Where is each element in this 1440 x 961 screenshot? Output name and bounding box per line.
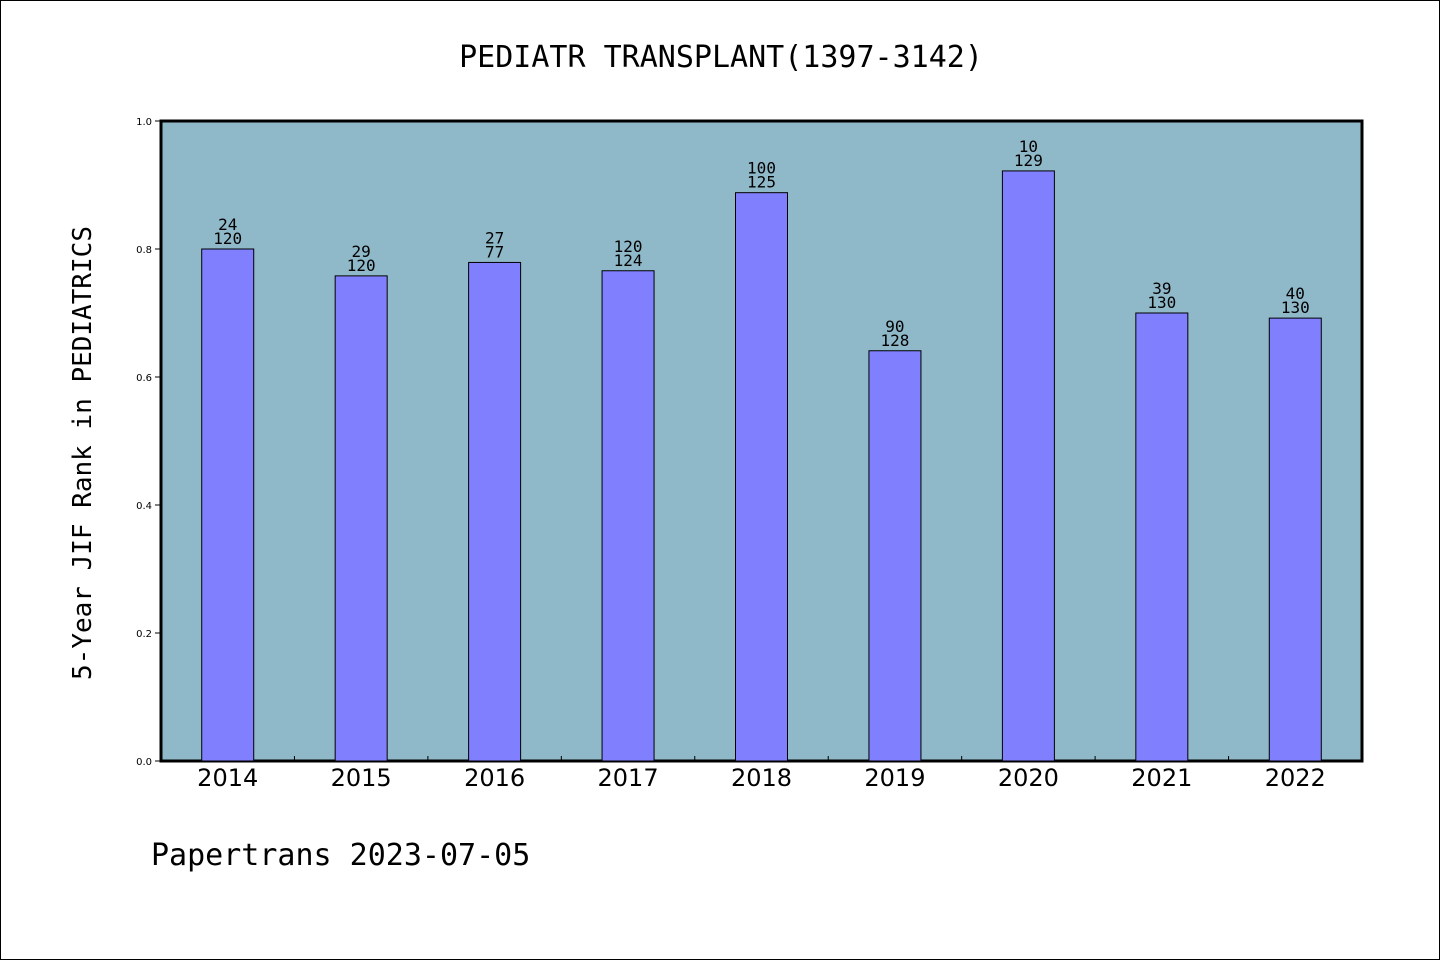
y-tick-label: 0.8 <box>136 245 152 256</box>
bar-2016 <box>468 261 522 762</box>
bar-rank-label-2020: 10 <box>1019 137 1038 156</box>
bar-rank-label-2018: 100 <box>747 159 776 178</box>
bar-total-label-2020: 129 <box>1014 151 1043 170</box>
x-tick-label-2015: 2015 <box>331 764 392 792</box>
x-tick-label-2020: 2020 <box>998 764 1059 792</box>
y-tick-label: 1.0 <box>136 117 152 128</box>
bar-total-label-2017: 124 <box>614 251 643 270</box>
bar-2019 <box>868 350 922 762</box>
y-tick-label: 0.4 <box>136 501 152 512</box>
chart-title: PEDIATR TRANSPLANT(1397-3142) <box>459 40 983 75</box>
bar-total-label-2022: 130 <box>1281 298 1310 317</box>
bar-2017 <box>601 270 655 762</box>
bar-rank-label-2019: 90 <box>885 317 904 336</box>
y-axis-label: 5-Year JIF Rank in PEDIATRICS <box>68 226 98 680</box>
bar-total-label-2018: 125 <box>747 173 776 192</box>
x-tick-label-2018: 2018 <box>731 764 792 792</box>
bar-2021 <box>1135 312 1189 762</box>
y-tick-label: 0.0 <box>136 757 152 768</box>
bar-total-label-2016: 77 <box>485 242 504 261</box>
bar-rank-label-2015: 29 <box>352 242 371 261</box>
x-tick-label-2022: 2022 <box>1265 764 1326 792</box>
x-tick-label-2019: 2019 <box>864 764 925 792</box>
x-tick-label-2014: 2014 <box>197 764 258 792</box>
bar-rank-label-2017: 120 <box>614 237 643 256</box>
bar-2018 <box>735 192 788 762</box>
x-tick-label-2021: 2021 <box>1131 764 1192 792</box>
bar-total-label-2015: 120 <box>347 256 376 275</box>
bar-total-label-2019: 128 <box>880 331 909 350</box>
bar-rank-label-2014: 24 <box>218 215 237 234</box>
bar-rank-label-2016: 27 <box>485 228 504 247</box>
x-tick-label-2017: 2017 <box>598 764 659 792</box>
footer-credit: Papertrans 2023-07-05 <box>151 838 530 873</box>
bar-2022 <box>1268 317 1322 762</box>
bar-rank-label-2022: 40 <box>1286 284 1305 303</box>
bar-2015 <box>334 275 388 762</box>
bar-total-label-2014: 120 <box>213 229 242 248</box>
bar-2014 <box>201 248 255 762</box>
bar-total-label-2021: 130 <box>1147 293 1176 312</box>
y-tick-label: 0.6 <box>136 373 152 384</box>
x-tick-label-2016: 2016 <box>464 764 525 792</box>
bar-2020 <box>1001 170 1055 762</box>
axes-group: 2014 2015 2016 2017 2018 2019 2020 2021 2022 0.0 0… <box>136 117 1326 792</box>
y-tick-label: 0.2 <box>136 629 152 640</box>
bar-rank-label-2021: 39 <box>1152 279 1171 298</box>
